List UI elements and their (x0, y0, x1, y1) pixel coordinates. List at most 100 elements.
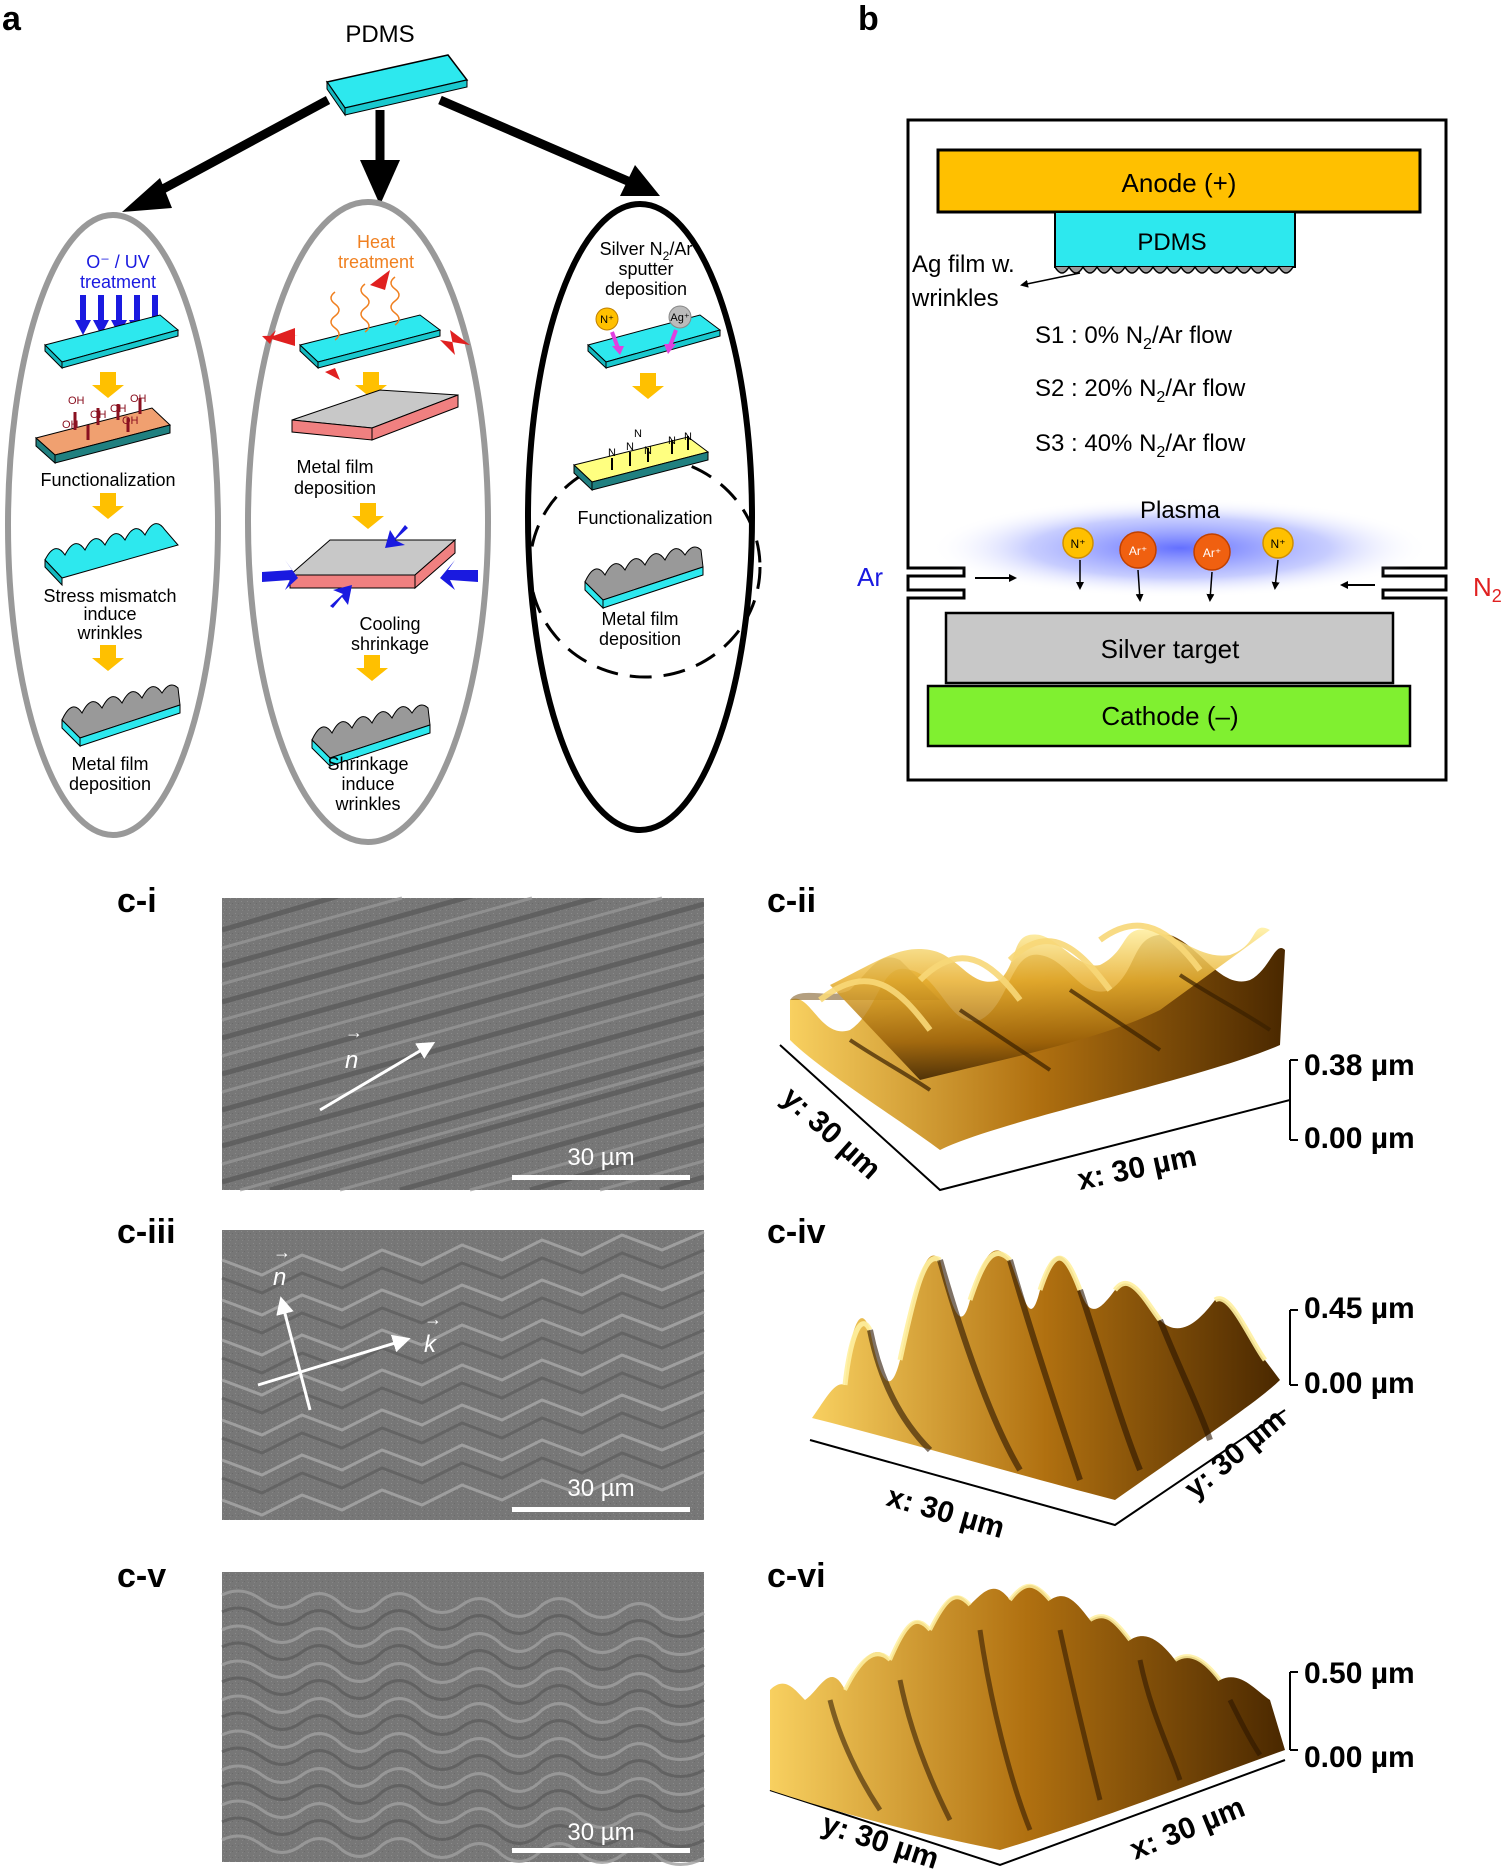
expansion-arrows (262, 270, 470, 380)
sem-image-cv (221, 1572, 705, 1866)
panel-ciii-label: c-iii (117, 1213, 176, 1251)
s3-flow: S3 : 40% N2/Ar flow (1035, 430, 1246, 461)
right-step2-line2: deposition (599, 629, 681, 649)
left-step1: Functionalization (40, 470, 175, 490)
cvi-z-top: 0.50 µm (1304, 1657, 1415, 1690)
s1-flow: S1 : 0% N2/Ar flow (1035, 322, 1233, 353)
n-ion-icon (1262, 527, 1294, 559)
cvi-z-bottom: 0.00 µm (1304, 1741, 1415, 1774)
n-ion-icon (1062, 527, 1094, 559)
cvi-x-axis: x: 30 µm (1125, 1791, 1249, 1867)
oh-label: OH (68, 395, 85, 407)
middle-step3-line2: induce (341, 774, 394, 794)
ciii-vector-k-arrow (257, 1334, 411, 1387)
cii-x-axis: x: 30 µm (1075, 1139, 1200, 1196)
sem-image-ci (221, 896, 705, 1192)
panel-ci-label: c-i (117, 882, 157, 920)
panel-b: b Anode (+) PDMS Ag film w. wrinkles S1 … (857, 0, 1502, 782)
ar-ion-icon (1193, 533, 1231, 571)
anode-label: Anode (+) (1122, 168, 1237, 198)
afm-cvi (769, 1583, 1298, 1867)
plasma-label: Plasma (1140, 497, 1221, 524)
ar-ion-icon (1119, 531, 1157, 569)
ion-arrowhead (612, 346, 624, 355)
left-slab-1 (44, 314, 180, 370)
compression-arrows (262, 525, 478, 608)
left-step3-line2: deposition (69, 774, 151, 794)
left-step2-line1: Stress mismatch (43, 586, 176, 606)
oh-label: OH (130, 393, 147, 405)
ci-scale-label: 30 µm (567, 1144, 634, 1171)
right-step2-line1: Metal film (601, 609, 678, 629)
metal-film-slab (291, 389, 459, 441)
down-arrow (632, 373, 664, 399)
middle-step1-line2: deposition (294, 478, 376, 498)
ion-arrow (668, 329, 678, 347)
pdms-slab (325, 54, 469, 117)
right-step1: Functionalization (577, 508, 712, 528)
plasma-glow (930, 498, 1430, 598)
civ-z-top: 0.45 µm (1304, 1292, 1415, 1325)
silver-target-label: Silver target (1101, 634, 1240, 664)
ciii-vector-n-accent: → (273, 1242, 291, 1262)
oh-label: OH (90, 409, 107, 421)
ci-vector-n-accent: → (345, 1022, 363, 1042)
cv-scale-label: 30 µm (567, 1819, 634, 1846)
ion-arrowhead (664, 344, 676, 354)
ciii-scale-label: 30 µm (567, 1475, 634, 1502)
oh-label: OH (62, 419, 79, 431)
panel-cii-label: c-ii (767, 882, 816, 920)
left-functionalized-slab: OH OH OH OH OH OH (34, 393, 171, 465)
ag-ion-label: Ag⁺ (670, 312, 689, 324)
down-arrow (352, 503, 384, 529)
ag-film-label-line2: wrinkles (911, 285, 999, 312)
anode-block (936, 148, 1422, 214)
panel-c: c-i 30 µm n → c-ii (117, 882, 1415, 1872)
right-title-line1: Silver N2/Ar (600, 239, 693, 263)
pdms-label: PDMS (1137, 229, 1206, 256)
left-step2-line2: induce (83, 604, 136, 624)
n-atom-label: N (608, 447, 616, 459)
n-ion-label: N⁺ (1271, 537, 1286, 551)
panel-a: a PDMS O⁻ / UV treatment (2, 0, 762, 845)
ciii-vector-n: n (273, 1264, 286, 1291)
panel-civ-label: c-iv (767, 1213, 826, 1251)
middle-step3-line1: Shrinkage (327, 754, 408, 774)
ciii-vector-n-arrow (276, 1296, 312, 1411)
oh-label: OH (122, 415, 139, 427)
left-metal-slab (61, 684, 181, 748)
ag-film-label-line1: Ag film w. (912, 251, 1015, 278)
oh-label: OH (110, 403, 127, 415)
n-ion-label: N⁺ (1071, 537, 1086, 551)
ci-vector-n: n (345, 1047, 358, 1074)
pdms-substrate-label: PDMS (345, 21, 414, 48)
down-arrow (92, 645, 124, 671)
n-atom-label: N (668, 435, 676, 447)
ions: N⁺ Ar⁺ Ar⁺ N⁺ (1062, 527, 1294, 602)
n-atom-label: N (626, 441, 634, 453)
ion-arrow (610, 331, 620, 349)
right-title-line2: sputter (618, 259, 673, 279)
s2-flow: S2 : 20% N2/Ar flow (1035, 375, 1246, 406)
ar-ion-label: Ar⁺ (1129, 544, 1147, 558)
left-step2-line3: wrinkles (76, 623, 142, 643)
left-treatment-line1: O⁻ / UV (86, 252, 150, 272)
n2-inlet-label: N2 (1473, 572, 1502, 606)
middle-step2-line1: Cooling (359, 614, 420, 634)
heat-slab (298, 276, 442, 370)
sem-image-ciii (221, 1230, 705, 1520)
n-atom-label: N (684, 431, 692, 443)
cii-z-bottom: 0.00 µm (1304, 1122, 1415, 1155)
left-treatment-line2: treatment (80, 272, 156, 292)
cathode-block (926, 684, 1412, 748)
panel-b-label: b (858, 0, 879, 38)
ar-inlet-label: Ar (857, 562, 883, 592)
pdms-block (1054, 211, 1296, 268)
ag-wrinkled-film (1054, 265, 1295, 274)
silver-target (944, 611, 1395, 685)
afm-civ (809, 1250, 1298, 1527)
middle-treatment-line2: treatment (338, 252, 414, 272)
ar-ion-label: Ar⁺ (1203, 546, 1221, 560)
n-ion-label: N⁺ (600, 314, 614, 326)
down-arrow (92, 493, 124, 519)
